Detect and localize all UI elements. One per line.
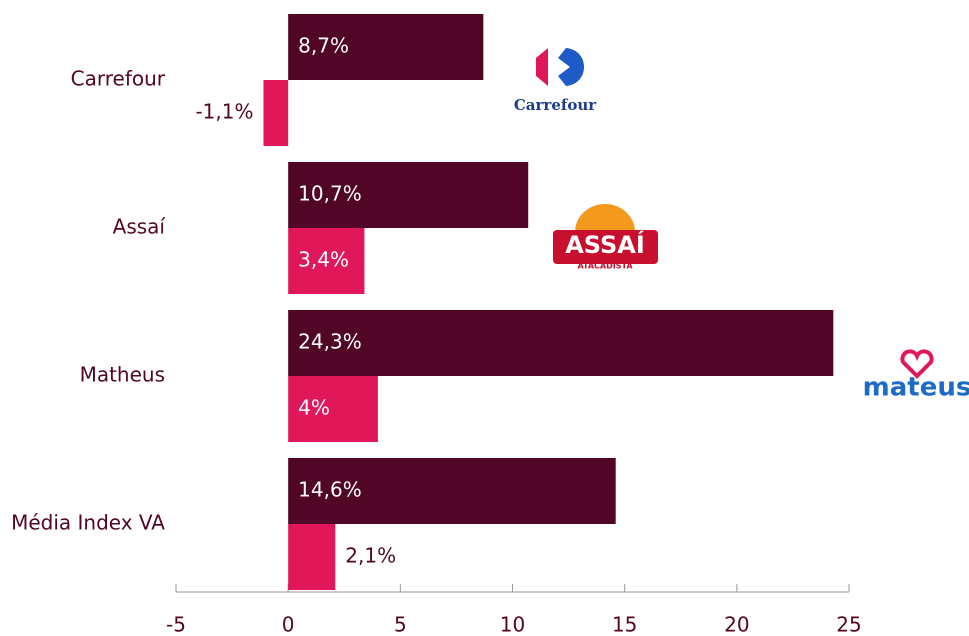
bar [288,524,336,590]
y-tick-label: Média Index VA [11,511,165,535]
x-tick-label: 5 [394,613,407,636]
logo-shape [536,48,548,86]
y-tick-label: Assaí [113,215,167,239]
x-tick-label: 20 [724,613,749,636]
x-tick-label: 0 [282,613,295,636]
logo-carrefour: Carrefour [514,48,597,114]
logo-assai: ASSAÍ ATACADISTA [553,204,658,271]
x-tick-label: -5 [166,613,186,636]
bar [288,310,834,376]
value-label: 14,6% [298,478,362,502]
bar [263,80,289,146]
logo-mateus: mateus [863,349,969,403]
logo-text: Carrefour [514,96,597,114]
bar [288,162,529,228]
bar [288,14,484,80]
logo-shape [558,48,584,86]
y-tick-label: Carrefour [71,67,166,91]
value-label: 4% [298,396,330,420]
x-tick-label: 25 [836,613,861,636]
value-label: 24,3% [298,330,362,354]
bar [288,376,378,442]
value-label: 2,1% [345,544,396,568]
logo-text: ASSAÍ [565,230,645,259]
value-label: 10,7% [298,182,362,206]
logo-text: ATACADISTA [577,262,633,271]
value-label: 3,4% [298,248,349,272]
bar [288,458,616,524]
logo-shape [900,349,934,379]
y-tick-label: Matheus [80,363,165,387]
bar [288,228,365,294]
value-label: -1,1% [195,100,253,124]
x-tick-label: 10 [500,613,525,636]
logo-shape [553,230,658,264]
logo-shape [575,204,635,232]
logo-text: mateus [863,373,969,403]
value-label: 8,7% [298,34,349,58]
x-tick-label: 15 [612,613,637,636]
